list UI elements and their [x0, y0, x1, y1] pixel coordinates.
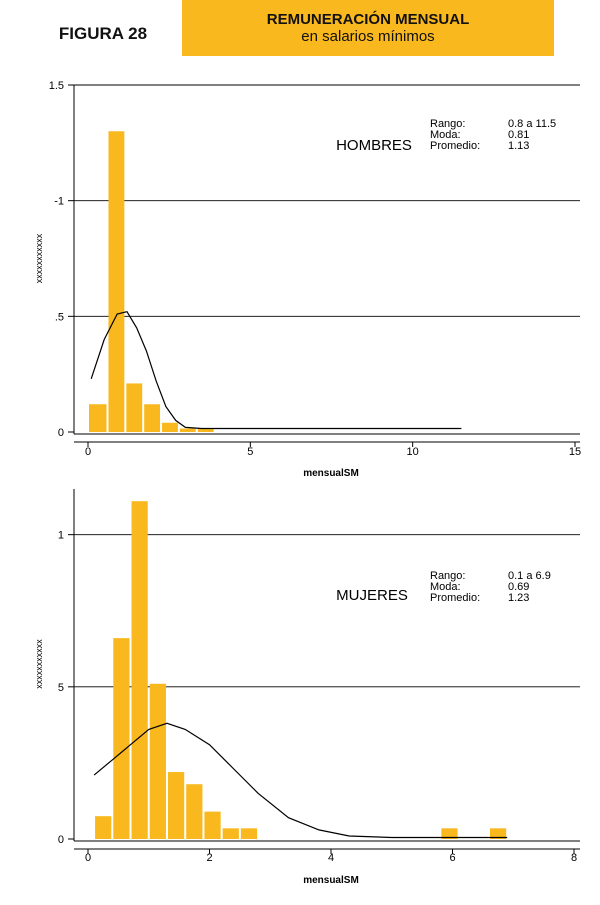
figure-header: REMUNERACIÓN MENSUAL en salarios mínimos [182, 0, 554, 56]
histogram-bar [240, 828, 258, 839]
histogram-bar [186, 784, 203, 839]
y-tick-label: 0 [58, 427, 64, 439]
histogram-bar [126, 383, 143, 432]
group-label: HOMBRES [336, 137, 412, 154]
density-line [90, 311, 462, 430]
y-tick-label: -1 [54, 196, 64, 208]
stats-value: 0.69 [508, 581, 529, 593]
y-axis-label: xxxxxxxxxxx [34, 233, 44, 283]
x-tick-label: 0 [85, 852, 91, 864]
y-axis-label: xxxxxxxxxxx [34, 639, 44, 689]
figure-subtitle: en salarios mínimos [301, 28, 435, 45]
histogram-bar [222, 828, 239, 839]
x-tick-label: 8 [571, 852, 577, 864]
group-label: MUJERES [336, 587, 408, 604]
stats-label: Rango: [430, 570, 465, 582]
y-tick-label: 1.5 [49, 80, 64, 92]
histogram-bar [149, 683, 166, 839]
density-line [93, 722, 508, 839]
histogram-bar [179, 428, 196, 432]
x-tick-label: 6 [449, 852, 455, 864]
stats-label: Moda: [430, 129, 461, 141]
histogram-bar [144, 404, 161, 432]
stats-label: Promedio: [430, 592, 480, 604]
histogram-bar [197, 428, 214, 432]
x-tick-label: 10 [407, 446, 419, 458]
histogram-bar [489, 828, 507, 839]
stats-label: Promedio: [430, 140, 480, 152]
histogram-bar [89, 404, 107, 432]
histogram-bar [162, 422, 178, 432]
histogram-bar [113, 638, 130, 839]
stats-value: 0.1 a 6.9 [508, 570, 551, 582]
x-tick-label: 0 [85, 446, 91, 458]
y-tick-label: 5 [58, 682, 64, 694]
histogram-bar [95, 816, 112, 839]
histogram-bar [167, 772, 185, 839]
figure-label: FIGURA 28 [58, 24, 148, 43]
histogram-bar [441, 828, 458, 839]
stats-value: 1.23 [508, 592, 529, 604]
histogram-bar [108, 131, 125, 432]
histogram-bar [204, 811, 221, 839]
figure-title: REMUNERACIÓN MENSUAL [266, 11, 470, 28]
x-axis-label: mensualSM [303, 468, 359, 479]
y-tick-label: 0 [58, 834, 64, 846]
stats-label: Moda: [430, 581, 461, 593]
x-tick-label: 15 [569, 446, 581, 458]
x-tick-label: 5 [247, 446, 253, 458]
stats-value: 1.13 [508, 140, 529, 152]
y-tick-label: 1 [58, 530, 64, 542]
y-tick-label: .5 [55, 311, 64, 323]
stats-value: 0.8 a 11.5 [508, 118, 556, 130]
histogram-bar [131, 501, 148, 839]
x-tick-label: 2 [206, 852, 212, 864]
x-tick-label: 4 [328, 852, 334, 864]
chart-hombres: 0 .5 -1 1.5 0 5 10 15 mensualSM xxxxxxxxxxx HOMBRE… [34, 80, 581, 479]
stats-label: Rango: [430, 118, 465, 130]
stats-value: 0.81 [508, 129, 529, 141]
x-axis-label: mensualSM [303, 875, 359, 886]
